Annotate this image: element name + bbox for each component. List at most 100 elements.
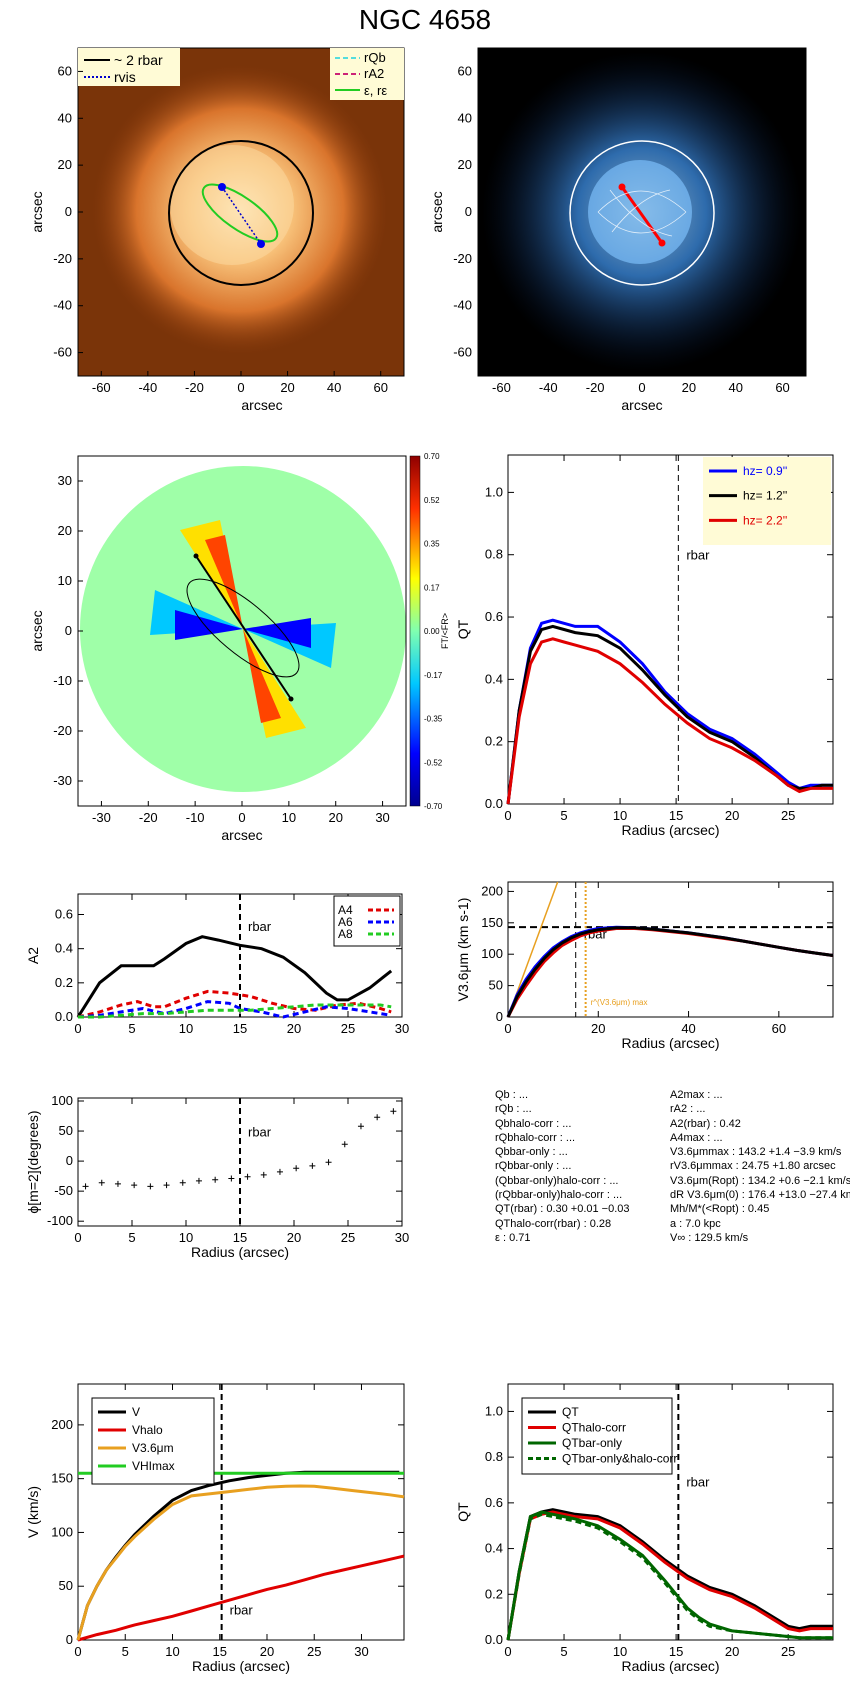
- legend-label: hz= 0.9'': [743, 464, 787, 478]
- x-tick-label: 20: [725, 808, 739, 823]
- param-row: rQbhalo-corr : ...: [495, 1131, 576, 1144]
- y-tick-label: -20: [53, 723, 72, 738]
- x-tick-label: 10: [179, 1230, 193, 1245]
- y-tick-label: 40: [58, 110, 72, 125]
- y-tick-label: 0.2: [485, 1586, 503, 1601]
- x-tick-label: 15: [213, 1644, 227, 1659]
- x-tick-label: 15: [233, 1021, 247, 1036]
- data-point: [293, 1165, 300, 1172]
- x-axis-label: Radius (arcsec): [192, 1658, 290, 1674]
- param-row: V3.6μmmax : 143.2 +1.4 −3.9 km/s: [670, 1146, 842, 1159]
- x-tick-label: -20: [139, 810, 158, 825]
- x-tick-label: 0: [238, 810, 245, 825]
- x-tick-label: 20: [328, 810, 342, 825]
- x-tick-label: 0: [504, 1644, 511, 1659]
- data-point: [147, 1183, 154, 1190]
- data-point: [244, 1173, 251, 1180]
- y-axis-label: A2: [25, 947, 41, 964]
- y-tick-label: 0.6: [485, 1495, 503, 1510]
- chart-phase: 0 5 10 15 20 25 30 -100 -50 0 50 100 Radius (arcsec)…: [25, 1093, 409, 1260]
- legend-label: hz= 2.2'': [743, 513, 787, 527]
- x-tick-label: 10: [282, 810, 296, 825]
- x-tick-label: -40: [539, 380, 558, 395]
- legend-label: Vhalo: [132, 1423, 163, 1437]
- data-point: [357, 1123, 364, 1130]
- x-tick-label: 20: [280, 380, 294, 395]
- y-axis-label: V3.6μm (km s-1): [455, 898, 471, 1002]
- x-tick-label: -60: [492, 380, 511, 395]
- y-tick-label: 1.0: [485, 484, 503, 499]
- x-tick-label: 30: [395, 1230, 409, 1245]
- series-line: [77, 1554, 405, 1642]
- legend-label: QTbar-only: [562, 1436, 622, 1450]
- data-point: [179, 1179, 186, 1186]
- data-point: [82, 1183, 89, 1190]
- x-tick-label: 20: [682, 380, 696, 395]
- rbar-label: rbar: [686, 548, 710, 563]
- colorbar-tick-label: 0.52: [424, 496, 440, 505]
- param-row: dR V3.6μm(0) : 176.4 +13.0 −27.4 km/s/kp…: [670, 1189, 850, 1202]
- x-tick-label: 5: [560, 1644, 567, 1659]
- x-tick-label: 5: [560, 808, 567, 823]
- param-row: V∞ : 129.5 km/s: [670, 1231, 749, 1244]
- data-point: [131, 1182, 138, 1189]
- param-row: QThalo-corr(rbar) : 0.28: [495, 1217, 612, 1230]
- param-row: Qbbar-only : ...: [495, 1146, 568, 1159]
- legend-label: A6: [338, 915, 353, 929]
- x-tick-label: -20: [586, 380, 605, 395]
- x-tick-label: 15: [669, 1644, 683, 1659]
- y-tick-label: -40: [453, 298, 472, 313]
- x-tick-label: 5: [122, 1644, 129, 1659]
- legend-2rbar: ~ 2 rbar: [114, 52, 163, 68]
- series-line: [506, 1512, 833, 1641]
- param-row: Qb : ...: [495, 1089, 529, 1101]
- x-tick-label: 0: [74, 1021, 81, 1036]
- y-tick-label: 0.8: [485, 1449, 503, 1464]
- y-tick-label: 40: [458, 110, 472, 125]
- series-line: [506, 637, 833, 805]
- data-point: [374, 1114, 381, 1121]
- data-point: [228, 1175, 235, 1182]
- data-point: [163, 1182, 170, 1189]
- colorbar-tick-label: 0.17: [424, 583, 440, 592]
- y-tick-label: -60: [53, 345, 72, 360]
- y-tick-label: 0: [496, 1009, 503, 1024]
- parameter-table: Qb : ... rQb : ... Qbhalo-corr : ... rQb…: [495, 1088, 850, 1263]
- x-tick-label: 0: [504, 1021, 511, 1036]
- colorbar-tick-label: 0.00: [424, 627, 440, 636]
- y-axis-label: QT: [455, 619, 471, 639]
- y-tick-label: 150: [51, 1471, 73, 1486]
- y-tick-label: -60: [453, 345, 472, 360]
- y-tick-label: 0.2: [55, 975, 73, 990]
- x-tick-label: 0: [74, 1230, 81, 1245]
- panel-force-field: arcsec arcsec -60 -40 -20 0 20 40 60 60 40 20 0 -20…: [429, 47, 807, 413]
- x-tick-label: 40: [681, 1021, 695, 1036]
- x-tick-label: 10: [613, 1644, 627, 1659]
- colorbar-label: FT/<FR>: [440, 613, 450, 649]
- legend-eps: ε, rε: [364, 83, 387, 98]
- y-axis-label: arcsec: [29, 191, 45, 232]
- x-tick-label: 60: [775, 380, 789, 395]
- x-tick-label: 30: [395, 1021, 409, 1036]
- y-tick-label: 100: [51, 1524, 73, 1539]
- y-tick-label: 50: [489, 978, 503, 993]
- x-tick-label: 20: [725, 1644, 739, 1659]
- y-tick-label: 0: [65, 623, 72, 638]
- x-axis-label: arcsec: [241, 397, 282, 413]
- x-tick-label: 10: [179, 1021, 193, 1036]
- param-row: (Qbbar-only)halo-corr : ...: [495, 1174, 619, 1187]
- x-tick-label: 5: [128, 1230, 135, 1245]
- y-tick-label: 30: [58, 473, 72, 488]
- vmax-radius-label: r^(V3.6μm) max: [591, 998, 648, 1007]
- colorbar-tick-label: -0.17: [424, 671, 443, 680]
- y-tick-label: 150: [481, 915, 503, 930]
- legend-rqb: rQb: [364, 50, 386, 65]
- x-tick-label: 20: [287, 1021, 301, 1036]
- y-tick-label: 200: [51, 1417, 73, 1432]
- y-tick-label: 0: [66, 1632, 73, 1647]
- data-point: [276, 1168, 283, 1175]
- data-point: [325, 1159, 332, 1166]
- y-axis-label: arcsec: [29, 610, 45, 651]
- figure-title: NGC 4658: [358, 4, 492, 35]
- param-row: rQbbar-only : ...: [495, 1160, 572, 1173]
